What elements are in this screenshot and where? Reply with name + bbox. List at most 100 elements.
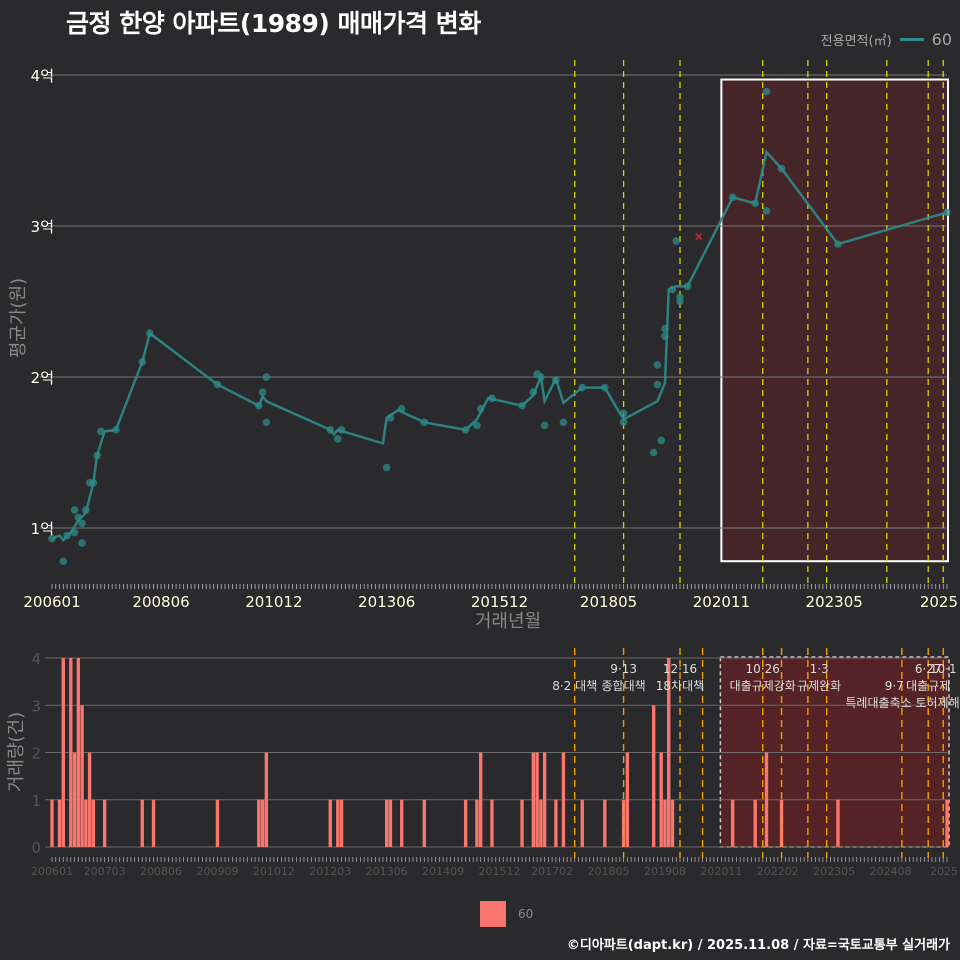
volume-bar	[80, 705, 84, 847]
y-axis-title: 거래량(건)	[6, 712, 27, 792]
highlight-box	[720, 78, 949, 563]
volume-bar	[670, 799, 675, 847]
policy-annotation-label: 규제완화	[797, 679, 841, 693]
x-tick-label: 202305	[806, 593, 863, 611]
data-point	[262, 418, 271, 427]
data-point	[559, 418, 568, 427]
volume-bar	[479, 752, 483, 847]
volume-bar	[57, 799, 62, 847]
policy-annotation-date: 1·3	[810, 662, 829, 676]
volume-bar	[603, 799, 607, 847]
cancelled-deal-icon	[695, 233, 703, 241]
data-point	[762, 207, 771, 215]
x-tick-label: 201805	[588, 865, 630, 878]
volume-bar	[836, 799, 840, 847]
policy-annotation-label: 18차대책	[656, 678, 704, 693]
x-tick-label: 201012	[253, 865, 295, 878]
volume-bar	[539, 799, 543, 847]
volume-bar	[87, 752, 92, 847]
volume-bar	[102, 799, 107, 847]
x-tick-label: 201702	[531, 865, 573, 878]
x-tick-label: 2025	[920, 593, 958, 611]
price-line-chart: 1억 2억 3억 4억 200601 200806 201012 201306 201512 20…	[8, 60, 958, 632]
volume-bar	[621, 799, 626, 847]
policy-annotation-label: 종합대책	[602, 678, 646, 693]
volume-bar	[490, 799, 494, 847]
volume-bar	[542, 752, 547, 847]
data-point	[258, 388, 267, 396]
y-tick-label: 2	[31, 745, 41, 763]
x-tick-label: 201306	[358, 593, 415, 611]
volume-bar	[91, 799, 96, 847]
volume-bar	[580, 799, 584, 847]
policy-annotation-label: 특례대출축소 토허제해제	[845, 696, 960, 710]
volume-bar	[69, 658, 73, 847]
volume-bar	[400, 799, 404, 847]
volume-bar	[651, 705, 656, 847]
volume-bar	[76, 658, 81, 847]
y-tick-label: 3억	[31, 218, 54, 236]
x-tick-label: 202408	[870, 865, 912, 878]
policy-annotation-label: 8·2 대책	[552, 678, 597, 693]
data-point	[653, 380, 662, 389]
legend-bar-label: 60	[518, 907, 534, 921]
y-tick-label: 1억	[31, 520, 54, 538]
volume-bar	[422, 799, 426, 847]
y-tick-label: 0	[31, 839, 41, 857]
data-point	[672, 237, 681, 245]
volume-bar	[388, 799, 393, 847]
volume-bar	[667, 658, 671, 847]
volume-bar	[625, 752, 630, 847]
x-tick-label: 201512	[471, 593, 528, 611]
y-tick-label: 4	[31, 650, 41, 668]
volume-bar	[663, 799, 667, 847]
y-axis-title: 평균가(원)	[8, 278, 29, 358]
volume-bar	[561, 752, 566, 847]
x-tick-label: 201409	[422, 865, 464, 878]
volume-bar	[151, 799, 156, 847]
legend-line-icon	[899, 38, 924, 41]
policy-annotation-label: 대출규제	[906, 679, 950, 693]
x-axis-title: 거래년월	[475, 611, 541, 632]
policy-annotation-date: 6·27	[915, 662, 942, 676]
x-tick-label: 202011	[693, 593, 750, 611]
data-point	[78, 539, 86, 547]
volume-legend: 60	[480, 901, 533, 927]
data-point	[619, 418, 628, 427]
volume-bar	[328, 799, 332, 847]
y-tick-label: 4억	[31, 67, 54, 85]
volume-bar	[260, 799, 265, 847]
price-line	[51, 149, 948, 542]
policy-annotation-date: 10·26	[746, 662, 780, 676]
data-point	[333, 435, 342, 443]
data-point	[70, 506, 79, 514]
volume-bar-chart: 0 1 2 3 4 8·2 대책 9·13 종합대책 12·16 18차대책 10·26 대출규제강화…	[6, 648, 960, 878]
volume-bar	[475, 799, 479, 847]
data-point	[78, 519, 86, 528]
data-point	[676, 293, 684, 301]
policy-annotation-date: 9·13	[610, 662, 637, 676]
volume-bar	[257, 799, 261, 847]
x-tick-label: 202011	[700, 865, 742, 878]
legend-area: 전용면적(㎡) 60	[821, 30, 952, 49]
x-tick-label: 201306	[366, 865, 408, 878]
policy-annotation-date: 10·1	[930, 662, 957, 676]
data-point	[473, 421, 481, 430]
data-point	[657, 436, 666, 445]
volume-bar	[72, 752, 77, 847]
legend-title: 전용면적(㎡)	[820, 34, 892, 49]
volume-bar	[61, 658, 65, 847]
volume-bar	[659, 752, 663, 847]
data-point	[762, 87, 771, 96]
x-tick-label: 200909	[196, 865, 238, 878]
volume-bar	[753, 799, 757, 847]
data-point	[653, 361, 662, 369]
y-tick-label: 3	[31, 697, 41, 715]
data-point	[649, 448, 658, 457]
volume-bar	[84, 799, 88, 847]
data-point	[382, 463, 391, 472]
volume-bar	[730, 799, 735, 847]
data-point	[540, 421, 549, 430]
y-tick-label: 2억	[31, 369, 54, 387]
volume-bar	[339, 799, 344, 847]
